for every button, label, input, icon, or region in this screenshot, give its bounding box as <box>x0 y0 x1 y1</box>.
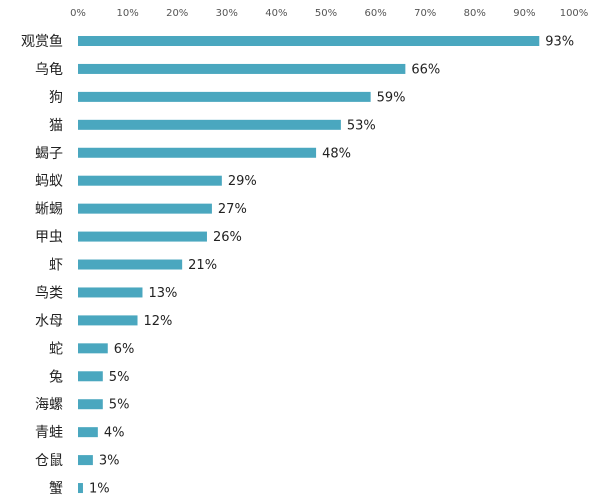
bar <box>78 315 138 326</box>
y-tick-label: 虾 <box>49 258 63 274</box>
y-tick-label: 鸟类 <box>35 285 63 301</box>
x-tick-label: 80% <box>464 8 486 19</box>
value-label: 3% <box>99 454 120 469</box>
x-tick-label: 40% <box>265 8 287 19</box>
x-tick-label: 60% <box>364 8 386 19</box>
x-tick-label: 90% <box>513 8 535 19</box>
bar <box>78 427 98 438</box>
bar <box>78 371 103 382</box>
x-tick-label: 30% <box>216 8 238 19</box>
y-tick-label: 乌龟 <box>35 62 63 78</box>
y-tick-label: 狗 <box>49 90 63 106</box>
value-label: 26% <box>213 230 242 245</box>
value-label: 4% <box>104 426 125 441</box>
x-tick-label: 10% <box>116 8 138 19</box>
x-tick-label: 50% <box>315 8 337 19</box>
bar <box>78 147 317 158</box>
value-label: 29% <box>228 174 257 189</box>
y-tick-label: 甲虫 <box>35 230 63 246</box>
bar <box>78 91 371 102</box>
y-tick-label: 海螺 <box>35 397 63 413</box>
value-label: 93% <box>545 35 574 50</box>
value-label: 12% <box>144 314 173 329</box>
bar <box>78 287 143 298</box>
value-label: 13% <box>148 286 177 301</box>
x-tick-label: 70% <box>414 8 436 19</box>
bar <box>78 483 83 494</box>
y-tick-label: 蟹 <box>49 481 63 497</box>
bar <box>78 343 108 354</box>
value-label: 6% <box>114 342 135 357</box>
bar <box>78 259 183 270</box>
y-tick-label: 兔 <box>49 369 63 385</box>
y-tick-label: 猫 <box>49 118 63 134</box>
y-tick-label: 蜥蜴 <box>35 202 63 218</box>
value-label: 27% <box>218 202 247 217</box>
y-tick-label: 仓鼠 <box>35 453 63 469</box>
bar <box>78 119 341 130</box>
bar <box>78 231 207 242</box>
value-label: 21% <box>188 258 217 273</box>
value-label: 53% <box>347 118 376 133</box>
bar <box>78 63 406 74</box>
y-tick-label: 蝎子 <box>35 146 63 162</box>
y-tick-label: 青蛙 <box>35 425 63 441</box>
x-tick-label: 0% <box>70 8 86 19</box>
value-label: 5% <box>109 370 130 385</box>
x-tick-label: 20% <box>166 8 188 19</box>
y-tick-label: 蚂蚁 <box>35 174 63 190</box>
value-label: 59% <box>377 90 406 105</box>
bar <box>78 399 103 410</box>
y-tick-label: 蛇 <box>49 341 63 357</box>
y-tick-label: 观赏鱼 <box>21 33 63 50</box>
y-tick-label: 水母 <box>35 313 63 329</box>
value-label: 48% <box>322 146 351 161</box>
value-label: 1% <box>89 482 110 497</box>
bar <box>78 36 540 46</box>
value-label: 66% <box>411 62 440 77</box>
value-label: 5% <box>109 398 130 413</box>
bar <box>78 455 93 466</box>
bar <box>78 175 222 186</box>
x-tick-label: 100% <box>560 8 589 19</box>
bar <box>78 203 212 214</box>
